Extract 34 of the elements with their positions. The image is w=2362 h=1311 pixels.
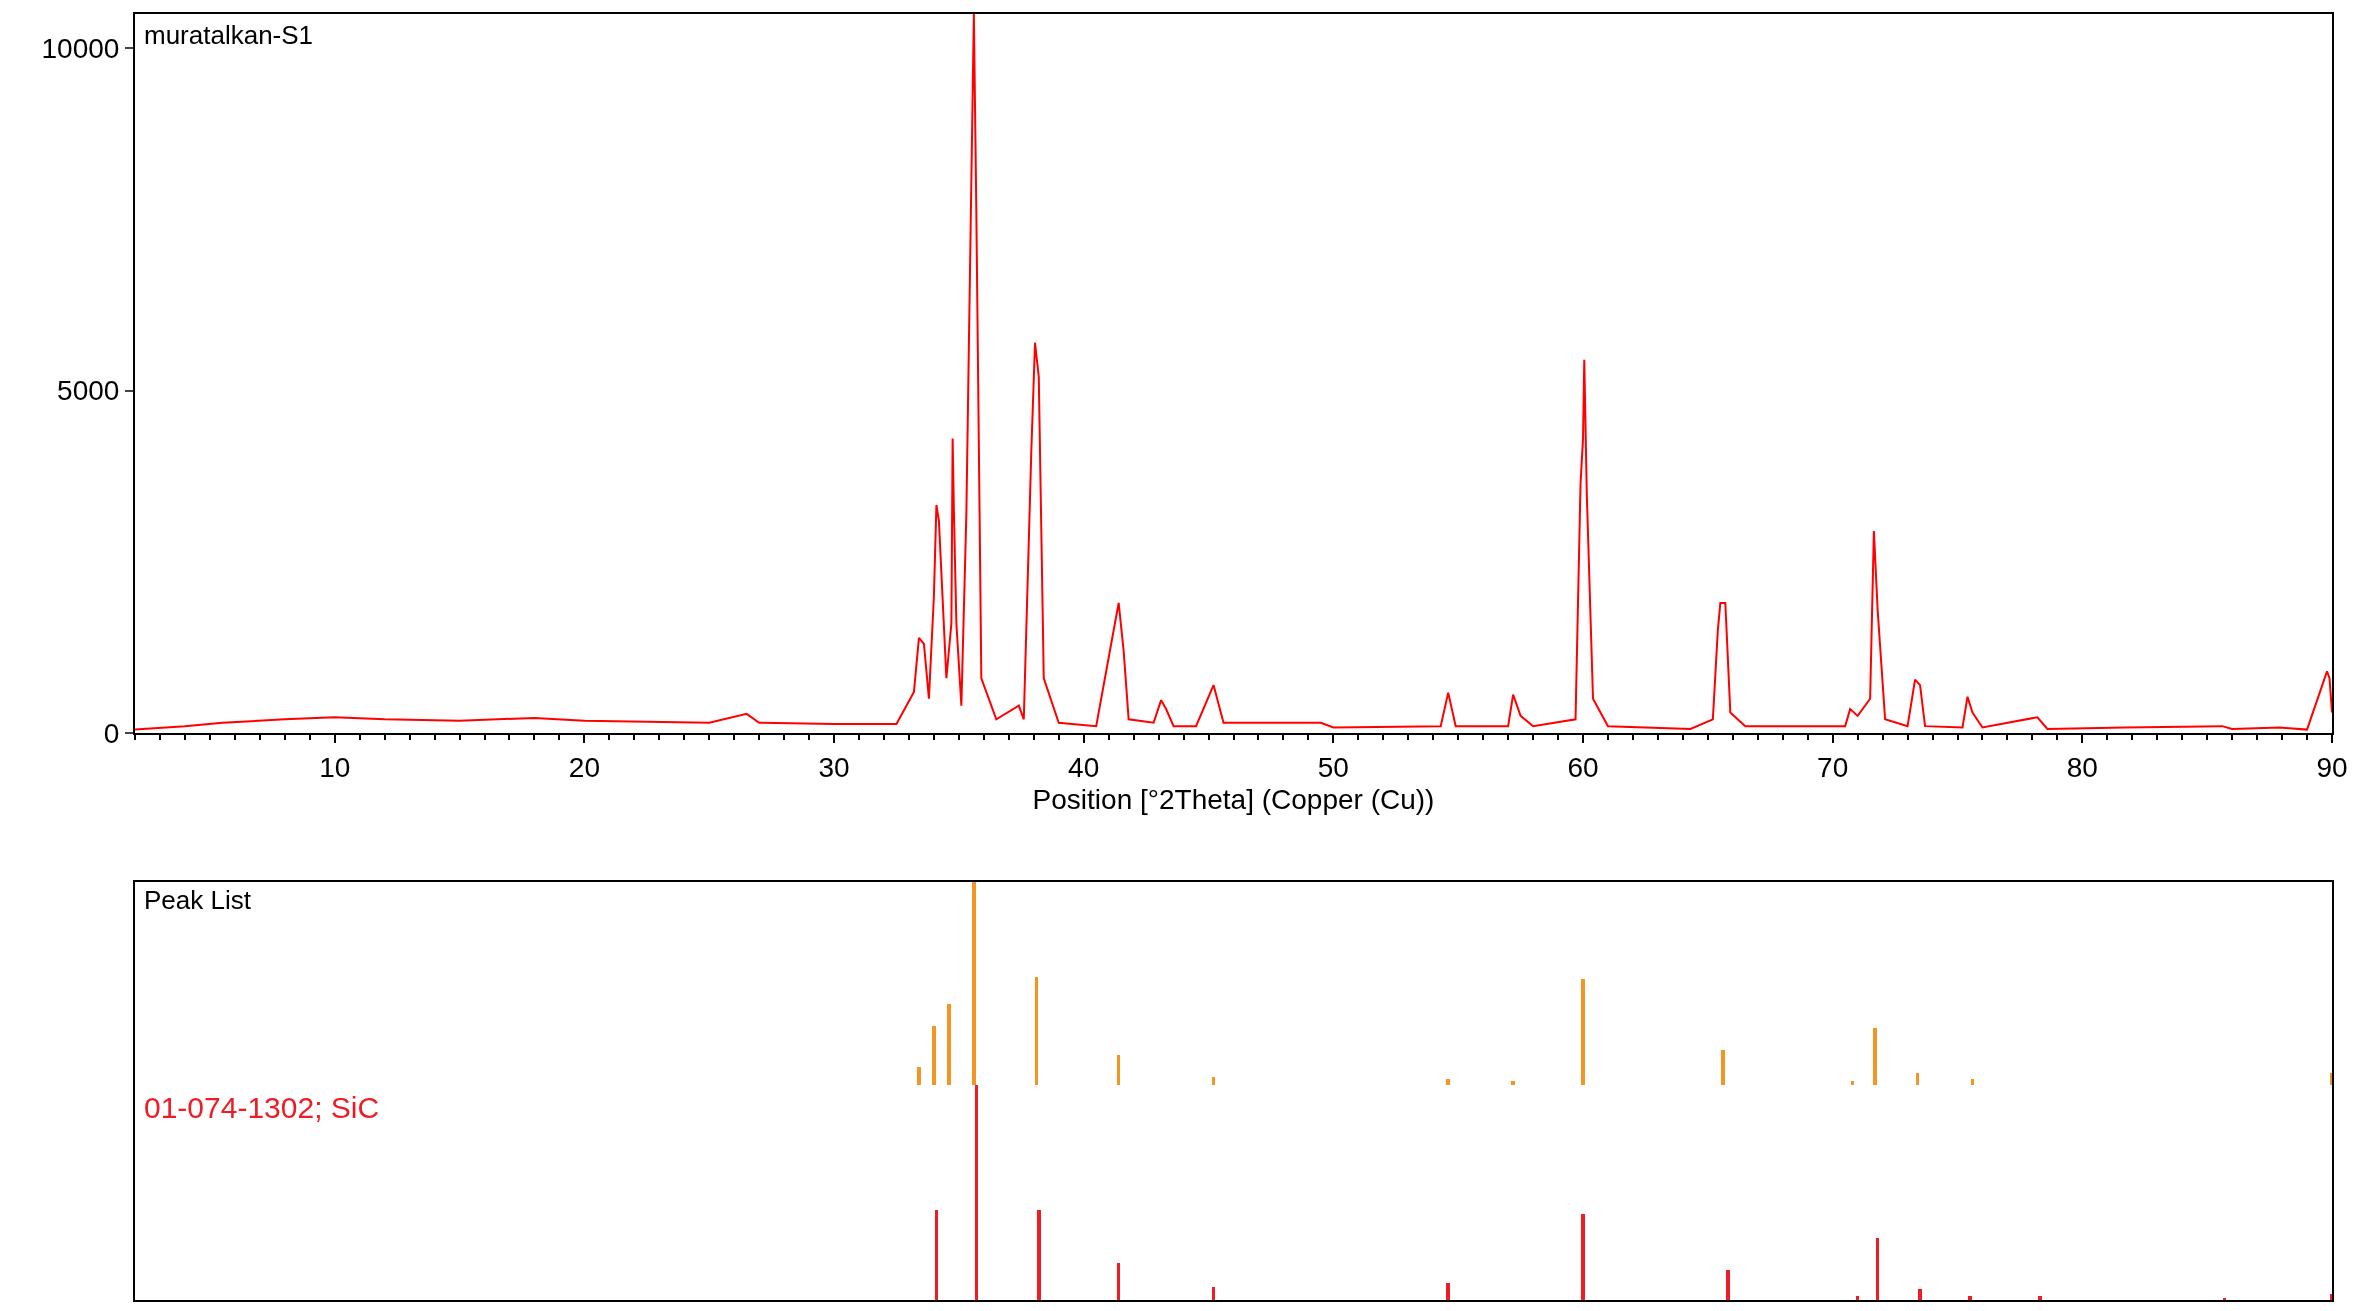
bar [1037,1209,1041,1300]
x-tick-label: 80 [2066,751,2098,783]
bar [947,1003,951,1085]
bar [917,1066,921,1085]
x-tick-label: 90 [2316,751,2348,783]
x-tick-label: 10 [319,751,351,783]
bar [1581,1214,1585,1300]
bar [1918,1289,1922,1300]
y-tick-label: 5000 [57,375,120,407]
y-tick-label: 10000 [41,33,120,65]
bar [1968,1295,1972,1300]
bar [1446,1078,1450,1085]
bar [932,1026,936,1085]
chart-title: muratalkan-S1 [144,20,314,50]
x-tick-label: 60 [1567,751,1599,783]
x-tick-label: 30 [818,751,850,783]
x-axis-title: Position [°2Theta] (Copper (Cu)) [1032,784,1435,816]
text: 01-074-1302; SiC [144,1091,380,1124]
bar [1721,1050,1725,1085]
chart-title: Peak List [144,885,252,915]
bar [1581,979,1585,1085]
bar [1446,1282,1450,1300]
x-tick-label: 70 [1817,751,1849,783]
bar [1511,1080,1515,1085]
x-tick-label: 50 [1317,751,1349,783]
x-tick-label: 20 [568,751,600,783]
y-tick-label: 0 [103,717,120,749]
bar [1873,1028,1877,1085]
bar [2330,1072,2332,1085]
x-tick-label: 40 [1068,751,1100,783]
bar [2038,1295,2042,1300]
bar [2330,1293,2332,1300]
bar [1726,1269,1730,1300]
bar [972,882,976,1085]
